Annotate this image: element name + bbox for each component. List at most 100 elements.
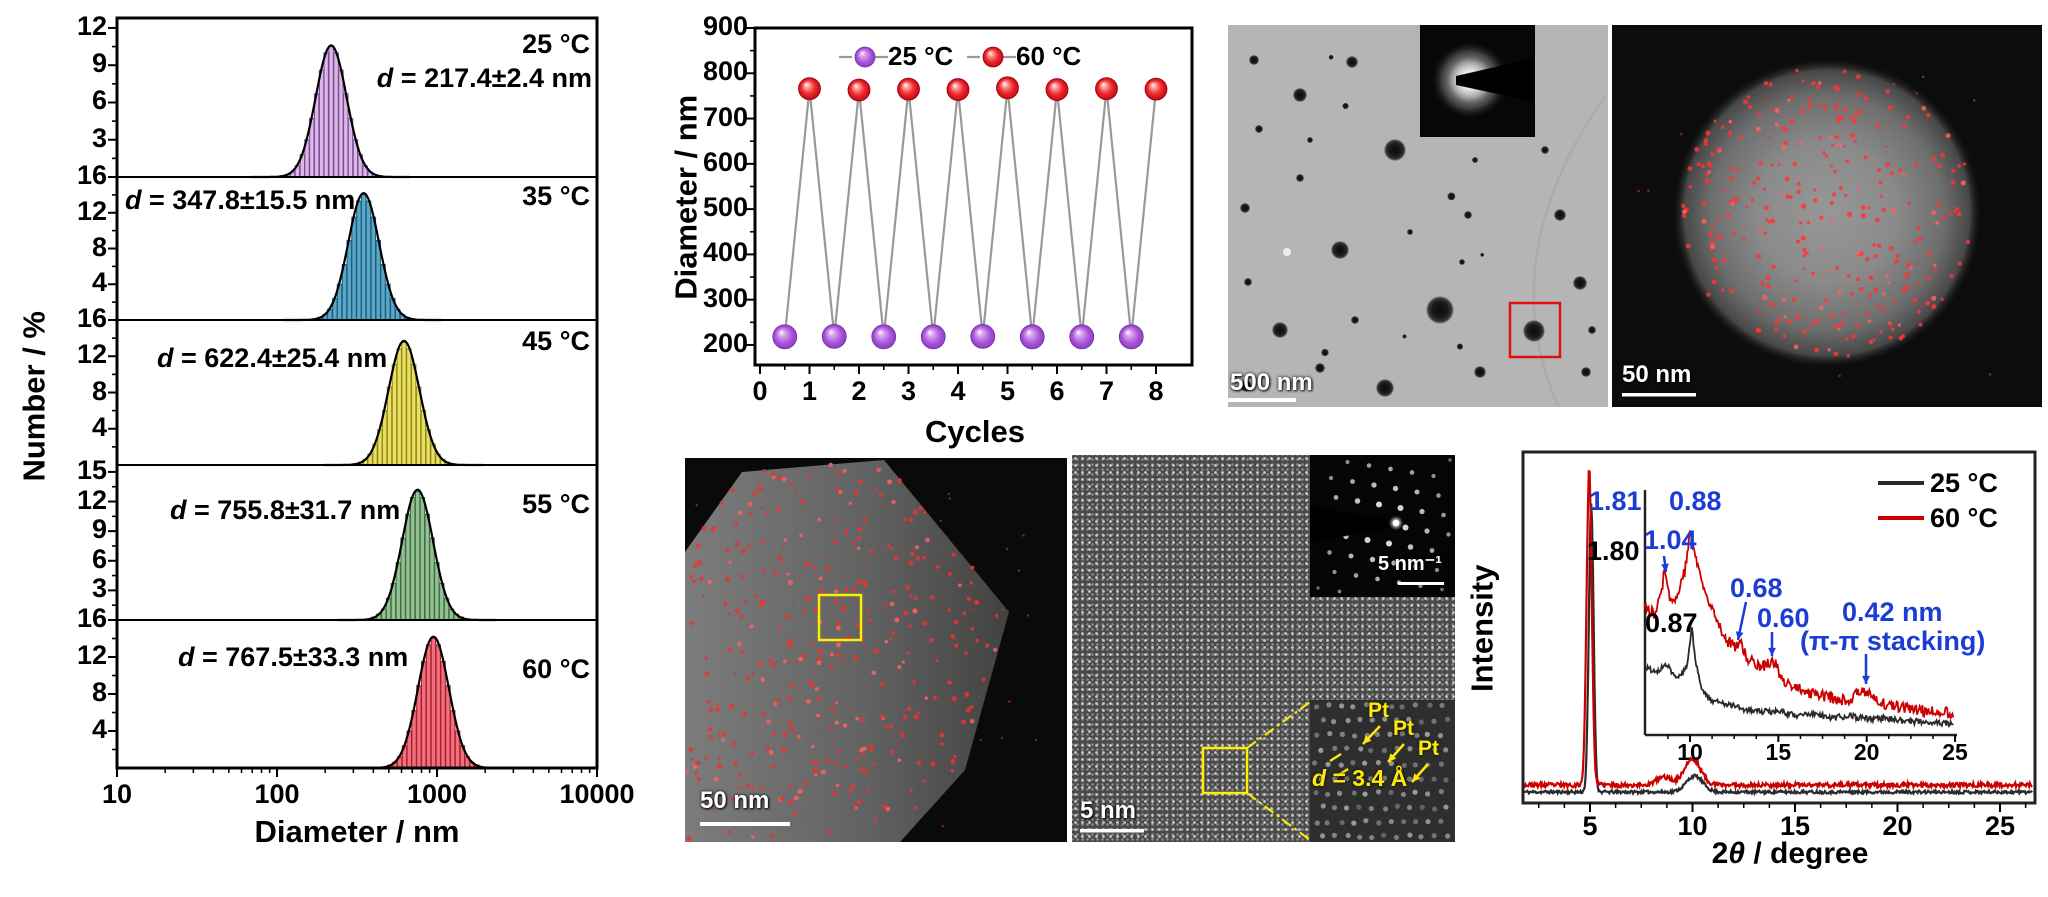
pt-eds-dot (737, 772, 742, 777)
dls-y-tick-label: 8 (91, 375, 107, 406)
lattice-fringe-dot (1388, 819, 1394, 825)
pt-eds-dot (1727, 167, 1732, 171)
pt-eds-dot (725, 576, 731, 582)
pt-eds-dot (1762, 294, 1768, 300)
lattice-fringe-dot (1388, 760, 1394, 766)
pt-eds-dot (1818, 81, 1822, 85)
pt-eds-dot (817, 648, 823, 654)
pt-eds-dot (1834, 103, 1840, 109)
pt-eds-dot (777, 626, 782, 631)
pt-eds-dot (1931, 295, 1937, 301)
data-point-60C (1095, 77, 1118, 101)
pt-eds-dot (771, 731, 776, 736)
lattice-fringe-dot (1432, 806, 1438, 812)
pt-eds-dot (759, 786, 764, 790)
pt-eds-dot (979, 738, 983, 742)
pt-eds-dot (728, 612, 731, 616)
pt-eds-dot (729, 797, 734, 802)
pt-eds-dot (1876, 126, 1881, 130)
pt-eds-dot (939, 519, 943, 523)
pt-eds-dot (1781, 144, 1787, 150)
pt-eds-dot (1729, 288, 1734, 294)
saed-diffraction-spot (1332, 569, 1337, 575)
pt-eds-dot (857, 535, 861, 540)
nanoparticle (1307, 137, 1313, 143)
lattice-fringe-dot (1407, 746, 1413, 752)
saed-diffraction-spot (1366, 463, 1372, 468)
pt-eds-dot (723, 601, 728, 606)
lattice-fringe-dot (1431, 776, 1437, 782)
pt-eds-dot (696, 543, 701, 548)
lattice-fringe-dot (1431, 718, 1437, 724)
pt-eds-dot (916, 760, 922, 766)
histogram-bar (375, 239, 381, 321)
lattice-fringe-dot (1419, 804, 1425, 810)
tem-bf-scalebar-label: 500 nm (1230, 369, 1313, 396)
pt-eds-dot (939, 732, 945, 738)
pt-eds-dot (835, 471, 840, 475)
pt-eds-dot (730, 488, 735, 493)
cycles-y-tick-label: 200 (702, 327, 748, 358)
dls-y-tick-label: 3 (91, 122, 107, 153)
lattice-fringe-dot (1339, 703, 1345, 709)
xrd-dspacing-0_88: 0.88 (1669, 486, 1722, 516)
pt-eds-dot (710, 528, 714, 532)
pt-eds-dot (1720, 125, 1725, 130)
pt-eds-dot (793, 795, 799, 801)
pt-eds-dot (901, 660, 905, 664)
pt-eds-dot (912, 509, 918, 515)
pt-eds-dot (1814, 347, 1820, 353)
dls-temp-label-55: 55 °C (522, 489, 590, 519)
pt-eds-dot (832, 792, 836, 795)
dls-x-tick-label: 100 (254, 779, 300, 809)
cycles-y-tick-label: 800 (702, 56, 748, 87)
pt-eds-dot (808, 473, 812, 478)
pt-eds-dot (886, 543, 890, 547)
pt-eds-dot (719, 500, 724, 505)
hrtem-saed-scalebar-label: 5 nm⁻¹ (1378, 553, 1442, 575)
distance-tick (1329, 752, 1342, 763)
pt-eds-dot (1855, 74, 1861, 80)
pt-eds-dot (854, 806, 858, 810)
pt-eds-dot (1711, 279, 1717, 285)
pt-eds-dot (1931, 304, 1937, 310)
pt-eds-dot (1704, 172, 1709, 176)
pt-eds-dot (1802, 267, 1806, 271)
pt-eds-dot (831, 741, 834, 745)
lattice-fringe-dot (1339, 731, 1345, 737)
pt-eds-dot (1799, 141, 1804, 146)
histogram-bar (386, 386, 393, 466)
lattice-fringe-dot (1431, 833, 1437, 839)
pt-eds-dot (1849, 132, 1855, 138)
dls-y-tick-label: 4 (91, 267, 107, 298)
pt-eds-dot (1962, 162, 1967, 166)
pt-eds-dot (745, 784, 750, 789)
pt-eds-dot (825, 566, 831, 572)
data-point-60C (847, 78, 871, 102)
pt-eds-dot (1742, 237, 1746, 242)
pt-eds-dot (910, 551, 915, 556)
cycles-y-tick-label: 500 (702, 192, 748, 223)
pt-eds-dot (969, 607, 973, 611)
pt-eds-dot (883, 804, 887, 809)
pt-eds-dot (777, 555, 782, 561)
pt-eds-dot (852, 655, 858, 661)
pt-eds-dot (704, 656, 709, 660)
pt-eds-dot (694, 771, 698, 775)
lattice-fringe-dot (1363, 818, 1369, 824)
pt-eds-dot (1924, 300, 1930, 306)
pt-eds-dot (946, 680, 951, 685)
pt-eds-dot (1892, 82, 1896, 86)
pt-eds-dot (878, 493, 883, 498)
dls-y-tick-label: 16 (76, 603, 107, 633)
pt-eds-dot (1915, 92, 1918, 95)
pt-eds-dot (783, 538, 788, 542)
pt-eds-dot (884, 639, 889, 644)
pt-eds-dot (775, 508, 780, 513)
pt-eds-dot (848, 501, 852, 505)
dls-y-tick-label: 6 (91, 543, 107, 574)
annotation-arrowhead (1862, 675, 1870, 684)
pt-eds-dot (1764, 218, 1769, 222)
histogram-bar (351, 216, 357, 321)
pt-eds-dot (909, 788, 913, 792)
